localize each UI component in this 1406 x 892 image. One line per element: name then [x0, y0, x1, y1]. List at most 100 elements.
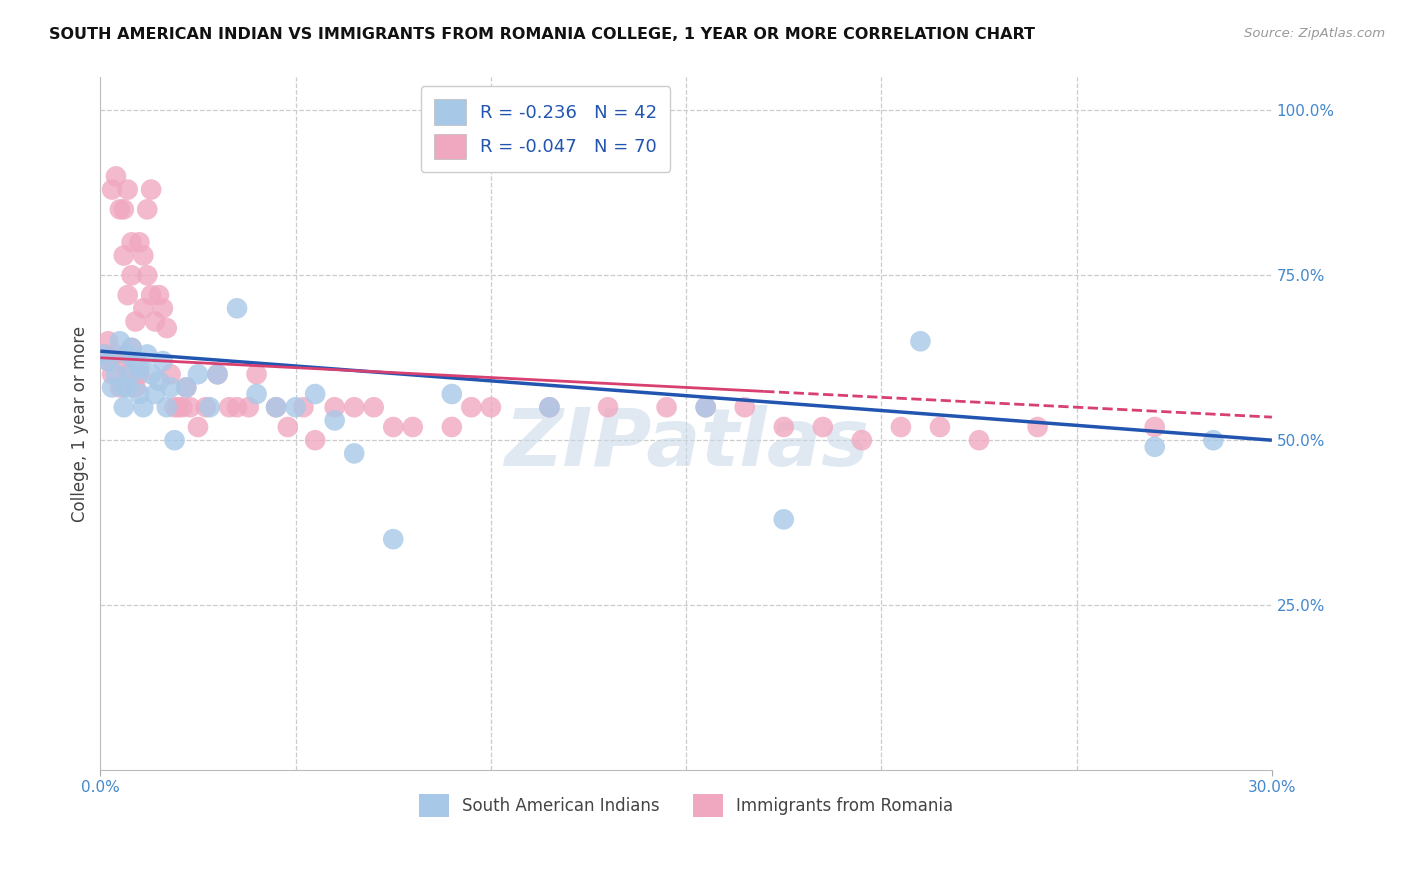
Point [121, 235, 143, 250]
Point [97, 354, 120, 368]
Point [218, 401, 240, 415]
Point [132, 248, 155, 262]
Point [97, 354, 120, 368]
Point [343, 401, 366, 415]
Point [245, 387, 267, 401]
Point [323, 413, 346, 427]
Point [890, 420, 912, 434]
Point [1143, 420, 1166, 434]
Point [93, 347, 115, 361]
Point [304, 434, 326, 448]
Point [112, 380, 135, 394]
Point [112, 354, 135, 368]
Point [226, 401, 249, 415]
Point [277, 420, 299, 434]
Point [128, 368, 150, 382]
Point [851, 434, 873, 448]
Point [284, 401, 307, 415]
Point [174, 380, 197, 394]
Point [479, 401, 502, 415]
Point [440, 387, 463, 401]
Point [121, 341, 143, 355]
Point [187, 420, 209, 434]
Point [207, 368, 229, 382]
Point [104, 368, 127, 382]
Point [304, 387, 326, 401]
Point [363, 401, 385, 415]
Point [238, 401, 260, 415]
Point [121, 368, 143, 382]
Point [156, 321, 179, 335]
Point [117, 347, 139, 361]
Point [124, 314, 146, 328]
Point [207, 368, 229, 382]
Point [143, 387, 166, 401]
Point [152, 301, 174, 316]
Point [194, 401, 217, 415]
Point [136, 347, 159, 361]
Point [101, 183, 124, 197]
Point [139, 183, 162, 197]
Point [734, 401, 756, 415]
Point [108, 202, 131, 217]
Point [128, 387, 150, 401]
Point [108, 334, 131, 349]
Point [136, 268, 159, 283]
Point [97, 334, 120, 349]
Point [132, 301, 155, 316]
Point [101, 380, 124, 394]
Point [117, 288, 139, 302]
Point [152, 354, 174, 368]
Point [343, 446, 366, 460]
Point [93, 347, 115, 361]
Point [117, 380, 139, 394]
Point [655, 401, 678, 415]
Point [139, 288, 162, 302]
Point [811, 420, 834, 434]
Point [198, 401, 221, 415]
Point [101, 368, 124, 382]
Point [179, 401, 201, 415]
Point [124, 354, 146, 368]
Point [156, 401, 179, 415]
Point [538, 401, 561, 415]
Point [159, 380, 181, 394]
Point [1202, 434, 1225, 448]
Point [167, 401, 190, 415]
Point [143, 314, 166, 328]
Point [117, 368, 139, 382]
Point [128, 235, 150, 250]
Point [104, 169, 127, 184]
Point [132, 401, 155, 415]
Point [112, 202, 135, 217]
Point [596, 401, 619, 415]
Point [163, 401, 186, 415]
Point [174, 380, 197, 394]
Point [159, 368, 181, 382]
Point [124, 380, 146, 394]
Point [264, 401, 287, 415]
Point [1026, 420, 1049, 434]
Point [382, 532, 405, 546]
Point [695, 401, 717, 415]
Point [292, 401, 315, 415]
Point [538, 401, 561, 415]
Point [910, 334, 932, 349]
Point [148, 288, 170, 302]
Point [695, 401, 717, 415]
Point [112, 248, 135, 262]
Text: ZIPatlas: ZIPatlas [503, 406, 869, 483]
Point [967, 434, 990, 448]
Point [163, 434, 186, 448]
Point [112, 401, 135, 415]
Point [1143, 440, 1166, 454]
Point [226, 301, 249, 316]
Point [148, 374, 170, 388]
Text: Source: ZipAtlas.com: Source: ZipAtlas.com [1244, 27, 1385, 40]
Point [440, 420, 463, 434]
Point [460, 401, 482, 415]
Point [402, 420, 425, 434]
Point [136, 202, 159, 217]
Point [108, 380, 131, 394]
Point [117, 183, 139, 197]
